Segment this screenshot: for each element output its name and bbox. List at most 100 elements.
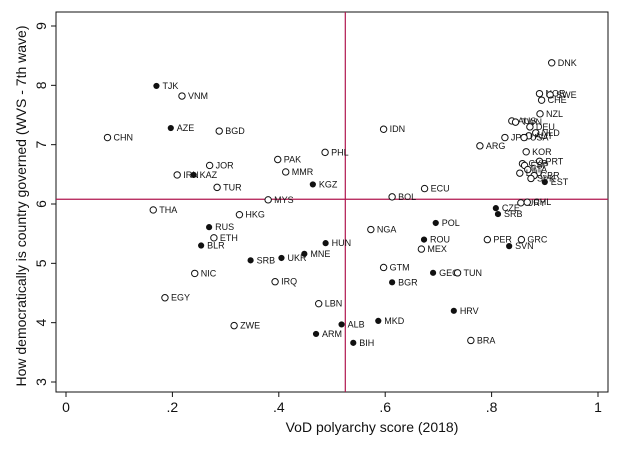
point-label-bol: BOL [398, 192, 416, 202]
point-label-usa: USA [530, 133, 549, 143]
data-point-usa [520, 133, 528, 142]
data-point-irq [271, 278, 279, 286]
point-label-arg: ARG [486, 141, 506, 151]
data-point-nor [535, 89, 544, 98]
point-label-nic: NIC [201, 268, 217, 278]
data-point-mys [264, 196, 272, 204]
data-point-zwe [230, 321, 238, 330]
point-label-alb: ALB [348, 319, 365, 329]
point-label-pol: POL [442, 218, 460, 228]
data-point-ita [524, 165, 532, 174]
x-tick-label: .8 [486, 399, 498, 415]
point-label-mys: MYS [274, 195, 294, 205]
point-label-grc: GRC [527, 235, 548, 245]
point-label-zwe: ZWE [240, 321, 260, 331]
data-point-svn [506, 243, 513, 250]
point-label-nor: NOR [545, 89, 566, 99]
data-point-phl [321, 148, 329, 157]
data-point-pak [274, 155, 282, 164]
point-label-per: PER [493, 235, 512, 245]
point-label-aus: AUS [518, 116, 537, 126]
point-label-geo: GEO [439, 268, 459, 278]
point-label-hkg: HKG [245, 210, 265, 220]
data-point-nld [532, 129, 540, 137]
data-point-bra [467, 336, 475, 345]
data-point-nzl [536, 110, 544, 118]
point-label-tha: THA [159, 205, 177, 215]
point-label-ukr: UKR [287, 253, 307, 263]
point-label-dnk: DNK [558, 58, 577, 68]
data-point-chn [103, 133, 112, 142]
data-point-nic [191, 269, 199, 278]
point-label-jpn: JPN [511, 133, 528, 143]
data-point-mne [301, 250, 308, 257]
point-label-tjk: TJK [162, 81, 178, 91]
data-point-geo [429, 269, 437, 276]
x-axis-title: VoD polyarchy score (2018) [286, 419, 459, 435]
point-label-svk: SVK [537, 173, 555, 183]
data-point-swe [546, 91, 554, 99]
point-label-mmr: MMR [292, 167, 314, 177]
point-label-hun: HUN [332, 238, 352, 248]
point-label-prt: PRT [545, 156, 563, 166]
point-label-svn: SVN [515, 241, 534, 251]
point-label-ecu: ECU [431, 184, 450, 194]
data-point-tur [213, 183, 221, 192]
data-point-vnm [178, 92, 186, 100]
y-tick-label: 6 [33, 200, 49, 208]
point-label-egy: EGY [171, 293, 190, 303]
point-label-nld: NLD [542, 128, 561, 138]
y-tick-label: 8 [33, 81, 49, 89]
data-point-bgd [215, 127, 223, 135]
data-point-gtm [379, 263, 388, 272]
point-label-nzl: NZL [546, 109, 563, 119]
data-point-ecu [420, 184, 429, 193]
point-label-kaz: KAZ [200, 170, 218, 180]
data-point-ukr [278, 254, 285, 262]
data-point-prt [535, 157, 544, 165]
data-point-est [541, 178, 548, 186]
data-point-pol [432, 219, 439, 227]
point-label-chl: CHL [533, 197, 551, 207]
point-label-blr: BLR [207, 241, 225, 251]
point-label-cze: CZE [502, 203, 520, 213]
point-label-lbn: LBN [325, 299, 343, 309]
data-point-srb [494, 210, 502, 218]
data-point-rus [206, 224, 213, 231]
data-point-aze [167, 124, 174, 132]
point-label-esp: ESP [531, 160, 549, 170]
point-label-phl: PHL [331, 147, 349, 157]
data-point-lbn [315, 299, 323, 308]
reference-lines [56, 12, 608, 392]
data-point-hkg [235, 210, 244, 219]
point-label-rou: ROU [430, 235, 450, 245]
data-point-hrv [450, 307, 457, 314]
point-label-hrv: HRV [460, 306, 479, 316]
point-label-eth: ETH [220, 233, 238, 243]
data-point-chl [523, 198, 531, 206]
point-label-nga: NGA [377, 225, 397, 235]
point-label-ita: ITA [534, 165, 547, 175]
point-label-vnm: VNM [188, 91, 208, 101]
point-label-kgz: KGZ [319, 179, 338, 189]
point-label-bgd: BGD [225, 126, 245, 136]
point-label-gbr: GBR [540, 171, 560, 181]
point-label-jor: JOR [216, 160, 235, 170]
data-point-eth [210, 234, 218, 242]
point-label-srb: SRB [257, 255, 276, 265]
x-tick-label: .4 [273, 399, 285, 415]
data-point-tha [149, 206, 157, 214]
point-label-aze: AZE [177, 123, 195, 133]
point-label-idn: IDN [390, 124, 406, 134]
data-point-tun [453, 269, 462, 277]
y-tick-label: 5 [33, 259, 49, 267]
y-axis: 3 4 5 6 7 8 9 [33, 22, 56, 386]
data-point-arm [312, 330, 320, 338]
data-point-svk [527, 174, 535, 183]
point-label-bra: BRA [477, 335, 496, 345]
point-label-arm: ARM [322, 329, 342, 339]
point-label-tur: TUR [223, 182, 242, 192]
point-label-irq: IRQ [281, 277, 297, 287]
